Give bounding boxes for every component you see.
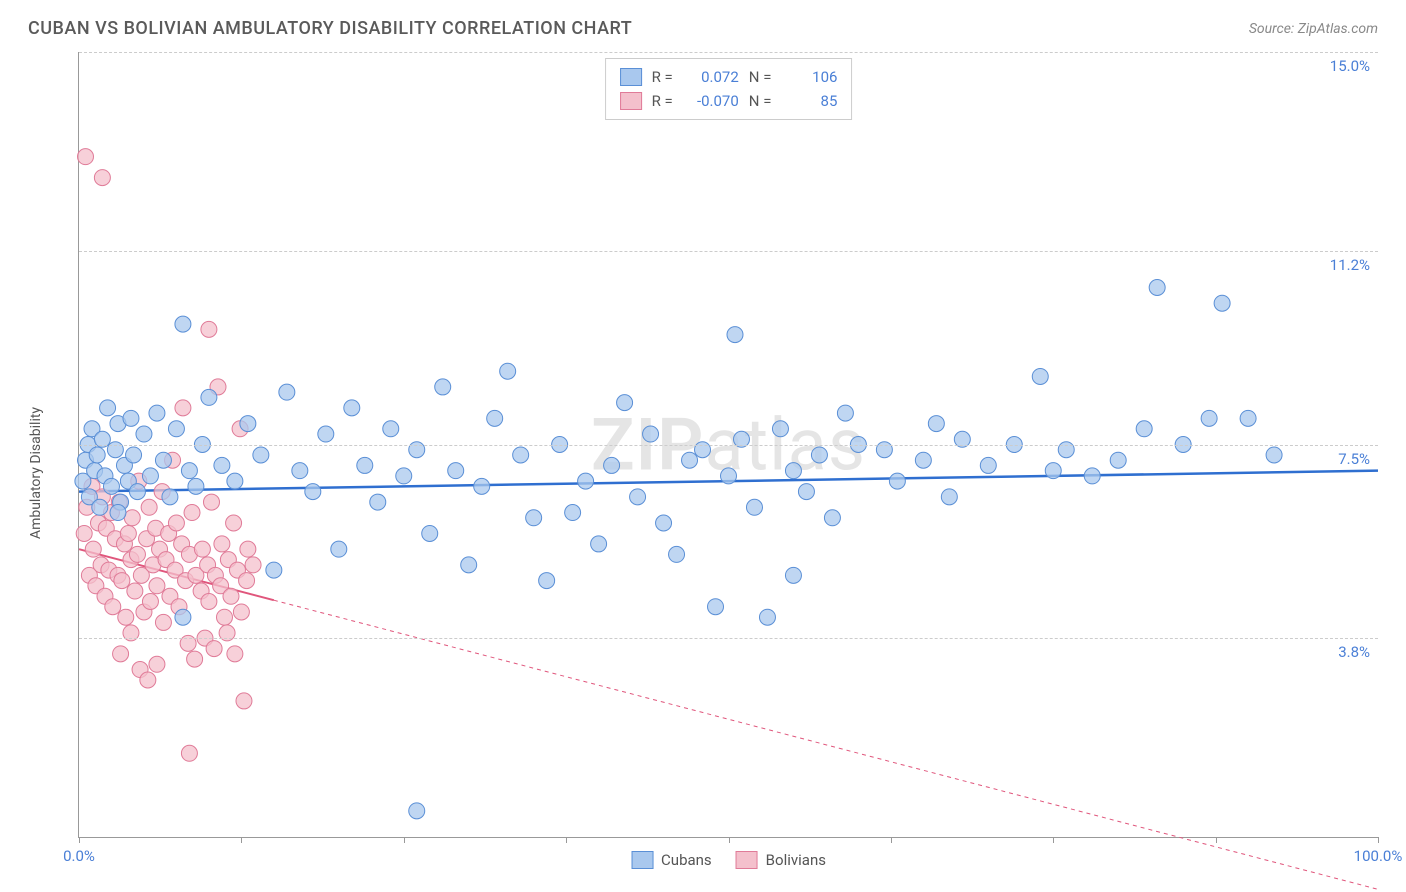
y-tick-label: 7.5% <box>1338 450 1370 468</box>
y-tick-label: 15.0% <box>1330 57 1370 75</box>
legend-r-label: R = <box>652 65 673 89</box>
legend-item: Cubans <box>631 851 712 869</box>
plot-region: ZIPatlas R =0.072 N =106 R =-0.070 N =85… <box>78 52 1378 838</box>
chart-header: CUBAN VS BOLIVIAN AMBULATORY DISABILITY … <box>0 0 1406 47</box>
gridline <box>79 445 1378 446</box>
legend-stat-row: R = -0.070 N = 85 <box>620 89 838 113</box>
legend-r-label: R = <box>652 89 673 113</box>
x-tick <box>79 837 80 843</box>
x-tick <box>1216 837 1217 843</box>
legend-series: Cubans Bolivians <box>631 851 826 869</box>
x-tick <box>241 837 242 843</box>
legend-item: Bolivians <box>736 851 826 869</box>
x-tick-label: 100.0% <box>1354 847 1403 865</box>
y-axis-label: Ambulatory Disability <box>28 407 44 539</box>
legend-n-value: 106 <box>781 65 837 89</box>
gridline <box>79 52 1378 53</box>
legend-swatch <box>620 68 642 86</box>
legend-swatch <box>736 851 758 869</box>
legend-n-label: N = <box>749 65 772 89</box>
x-tick <box>891 837 892 843</box>
x-tick <box>566 837 567 843</box>
x-tick-label: 0.0% <box>63 847 95 865</box>
gridline <box>79 638 1378 639</box>
legend-stat-row: R = 0.072 N = 106 <box>620 65 838 89</box>
legend-r-value: 0.072 <box>683 65 739 89</box>
gridline <box>79 251 1378 252</box>
legend-label: Cubans <box>661 851 712 869</box>
chart-source: Source: ZipAtlas.com <box>1249 21 1378 37</box>
legend-label: Bolivians <box>766 851 826 869</box>
x-tick <box>729 837 730 843</box>
chart-area: Ambulatory Disability ZIPatlas R =0.072 … <box>28 52 1378 878</box>
legend-swatch <box>620 92 642 110</box>
legend-stats: R = 0.072 N = 106 R = -0.070 N = 85 <box>605 58 853 120</box>
x-tick <box>404 837 405 843</box>
y-tick-label: 3.8% <box>1338 643 1370 661</box>
legend-n-value: 85 <box>781 89 837 113</box>
legend-r-value: -0.070 <box>683 89 739 113</box>
y-tick-label: 11.2% <box>1330 256 1370 274</box>
legend-n-label: N = <box>749 89 772 113</box>
x-tick <box>1053 837 1054 843</box>
chart-title: CUBAN VS BOLIVIAN AMBULATORY DISABILITY … <box>28 18 632 39</box>
x-tick <box>1378 837 1379 843</box>
legend-swatch <box>631 851 653 869</box>
